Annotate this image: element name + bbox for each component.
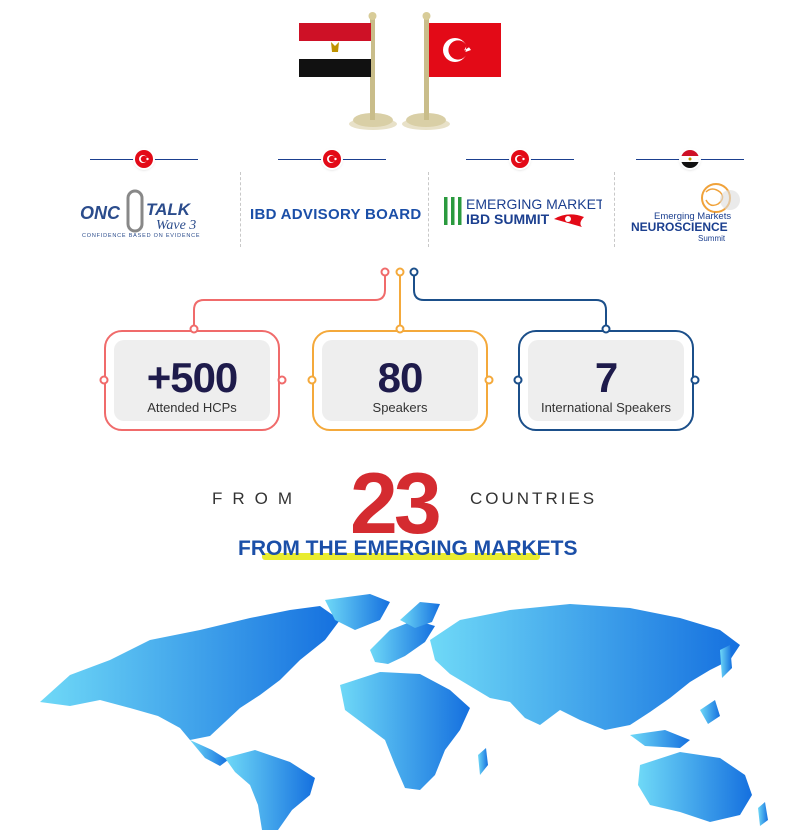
stat-label: Speakers	[372, 400, 428, 415]
egypt-flag-icon	[681, 150, 699, 168]
stat-label: Attended HCPs	[147, 400, 237, 415]
emerging-markets-subtitle: FROM THE EMERGING MARKETS	[238, 537, 578, 560]
stat-speakers: 80 Speakers	[312, 330, 488, 431]
stat-connectors	[193, 267, 607, 328]
from-word: FROM	[212, 489, 303, 508]
neuroscience-logo-icon: Emerging Markets NEUROSCIENCE Summit	[631, 183, 740, 243]
tagline-text: CONFIDENCE BASED ON EVIDENCE	[82, 233, 200, 239]
stat-value: 7	[594, 354, 618, 401]
egypt-turkey-flags-icon	[299, 12, 501, 130]
stat-inner: 7 International Speakers	[528, 340, 684, 421]
onc-text: ONC	[80, 203, 121, 223]
stat-inner: +500 Attended HCPs	[114, 340, 270, 421]
onc-talk-logo-icon: ONC TALK Wave 3 CONFIDENCE BASED ON EVID…	[80, 189, 200, 239]
stat-label: International Speakers	[540, 400, 672, 415]
dashed-divider	[240, 172, 241, 247]
neuro-line3-text: Summit	[698, 234, 726, 243]
stat-value: 80	[377, 354, 424, 401]
logo-emerging-ibd-summit: EMERGING MARKETS IBD SUMMIT	[442, 145, 602, 255]
frame-dots	[99, 324, 700, 385]
dashed-divider	[614, 172, 615, 247]
emerging-ibd-summit-logo-icon: EMERGING MARKETS IBD SUMMIT	[444, 196, 602, 227]
neuro-line1-text: Emerging Markets	[654, 211, 731, 222]
logo-onc-talk: ONC TALK Wave 3 CONFIDENCE BASED ON EVID…	[70, 145, 230, 255]
wave-text: Wave 3	[156, 218, 196, 233]
dashed-divider	[428, 172, 429, 247]
turkey-flag-icon	[511, 150, 529, 168]
subtitle-highlight	[262, 553, 540, 560]
turkey-flag-icon	[135, 150, 153, 168]
ibd-summit-text: IBD SUMMIT	[466, 211, 550, 227]
stat-attended-hcps: +500 Attended HCPs	[104, 330, 280, 431]
countries-word: COUNTRIES	[470, 489, 598, 508]
stat-value: +500	[146, 354, 239, 401]
logo-ibd-advisory	[255, 145, 415, 255]
turkey-flag-icon	[323, 150, 341, 168]
logo-neuroscience-summit: Emerging Markets NEUROSCIENCE Summit	[620, 145, 780, 255]
ibd-advisory-board-title: IBD ADVISORY BOARD	[250, 206, 422, 223]
world-map-icon	[40, 594, 768, 830]
neuro-line2-text: NEUROSCIENCE	[631, 220, 728, 234]
countries-count: 23	[350, 456, 442, 552]
stat-inner: 80 Speakers	[322, 340, 478, 421]
flags-group	[295, 12, 505, 132]
emerging-markets-text: EMERGING MARKETS	[466, 196, 602, 212]
talk-text: TALK	[146, 200, 192, 219]
